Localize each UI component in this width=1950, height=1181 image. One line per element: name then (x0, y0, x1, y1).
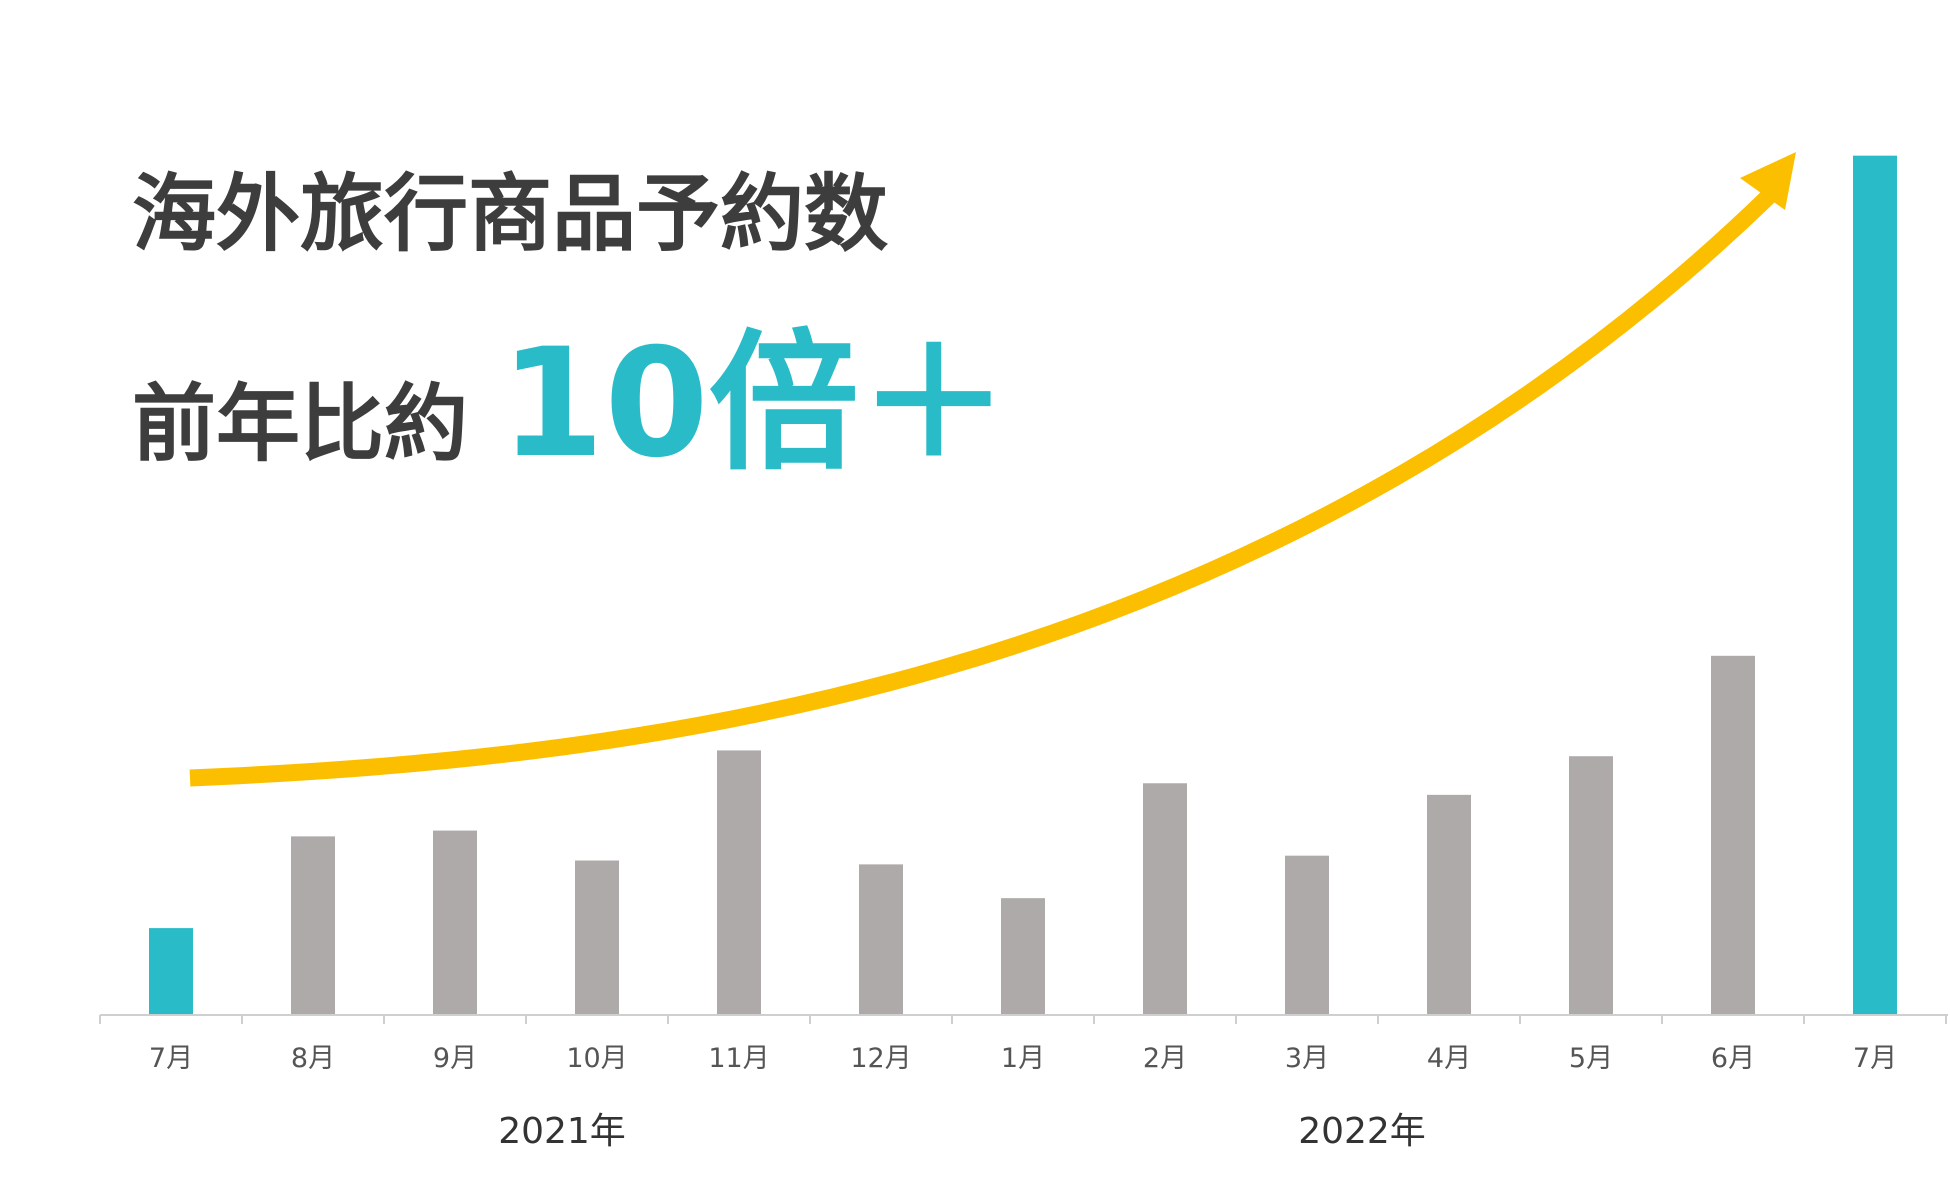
x-tick-label-11: 6月 (1711, 1043, 1755, 1074)
bar-5 (859, 864, 903, 1015)
year-label-2022: 2022年 (1298, 1111, 1426, 1152)
x-tick-label-7: 2月 (1143, 1043, 1187, 1074)
x-tick-label-4: 11月 (708, 1043, 769, 1074)
x-tick-label-6: 1月 (1001, 1043, 1045, 1074)
x-tick-label-1: 8月 (291, 1043, 335, 1074)
chart-subtitle-highlight: 10倍＋ (500, 317, 1009, 491)
bar-12 (1853, 155, 1897, 1016)
bar-4 (717, 750, 761, 1015)
bars (149, 155, 1897, 1016)
x-tick-label-5: 12月 (850, 1043, 911, 1074)
x-tick-label-8: 3月 (1285, 1043, 1329, 1074)
bar-11 (1711, 655, 1755, 1015)
year-label-2021: 2021年 (498, 1111, 626, 1152)
bar-2 (433, 830, 477, 1015)
bar-8 (1285, 855, 1329, 1015)
bar-0 (149, 928, 193, 1015)
bar-10 (1569, 756, 1613, 1015)
bar-9 (1427, 794, 1471, 1015)
bar-3 (575, 860, 619, 1015)
x-tick-label-9: 4月 (1427, 1043, 1471, 1074)
bar-7 (1143, 783, 1187, 1015)
trend-arrow-curve (189, 188, 1776, 787)
x-tick-label-2: 9月 (433, 1043, 477, 1074)
x-tick-label-12: 7月 (1853, 1043, 1897, 1074)
x-tick-labels: 7月 8月 9月 10月 11月 12月 1月 2月 3月 4月 5月 6月 7月 (149, 1043, 1897, 1074)
x-tick-label-0: 7月 (149, 1043, 193, 1074)
x-tick-label-10: 5月 (1569, 1043, 1613, 1074)
chart-title: 海外旅行商品予約数 (132, 165, 888, 263)
chart-subtitle-prefix: 前年比約 (132, 375, 468, 473)
bar-1 (291, 836, 335, 1015)
bar-6 (1001, 898, 1045, 1015)
x-ticks (99, 1015, 1947, 1024)
trend-arrow-head (1740, 152, 1796, 210)
x-tick-label-3: 10月 (566, 1043, 627, 1074)
